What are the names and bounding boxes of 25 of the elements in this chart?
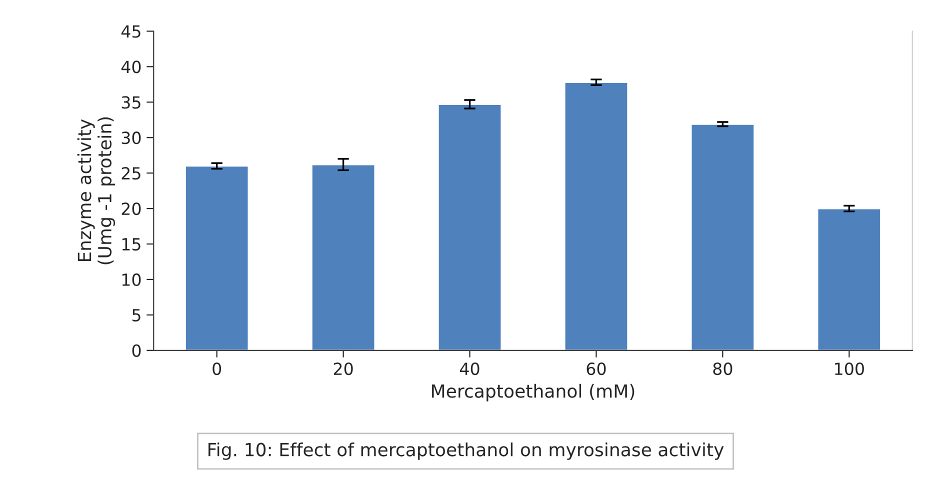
y-tick-label: 15 — [122, 238, 140, 251]
caption: Fig. 10: Effect of mercaptoethanol on myrosinase activity — [208, 442, 724, 460]
x-tick-label: 80 — [713, 362, 732, 376]
bar — [310, 164, 376, 350]
bar — [564, 82, 629, 350]
x-tick-label: 60 — [586, 362, 606, 376]
y-tick-label: 25 — [122, 167, 140, 180]
y-tick-label: 10 — [122, 273, 141, 286]
y-tick-label: 35 — [122, 96, 140, 109]
bar — [690, 123, 755, 350]
y-tick-label: 30 — [122, 132, 141, 144]
y-axis-title: Enzyme activity (Umg -1 protein) — [77, 117, 116, 264]
y-tick-label: 5 — [132, 309, 140, 322]
y-tick-label: 20 — [122, 202, 141, 216]
bar — [184, 165, 250, 350]
x-tick-label: 40 — [460, 362, 480, 376]
y-tick-label: 40 — [121, 60, 141, 74]
x-tick-label: 0 — [212, 362, 222, 376]
y-tick-label: 0 — [132, 344, 141, 357]
x-tick-label: 100 — [835, 362, 864, 376]
bar — [437, 104, 502, 350]
bar — [816, 208, 882, 350]
x-tick-label: 20 — [334, 362, 353, 376]
y-tick-label: 45 — [121, 25, 140, 38]
x-axis-title: Mercaptoethanol (mM) — [432, 384, 634, 402]
